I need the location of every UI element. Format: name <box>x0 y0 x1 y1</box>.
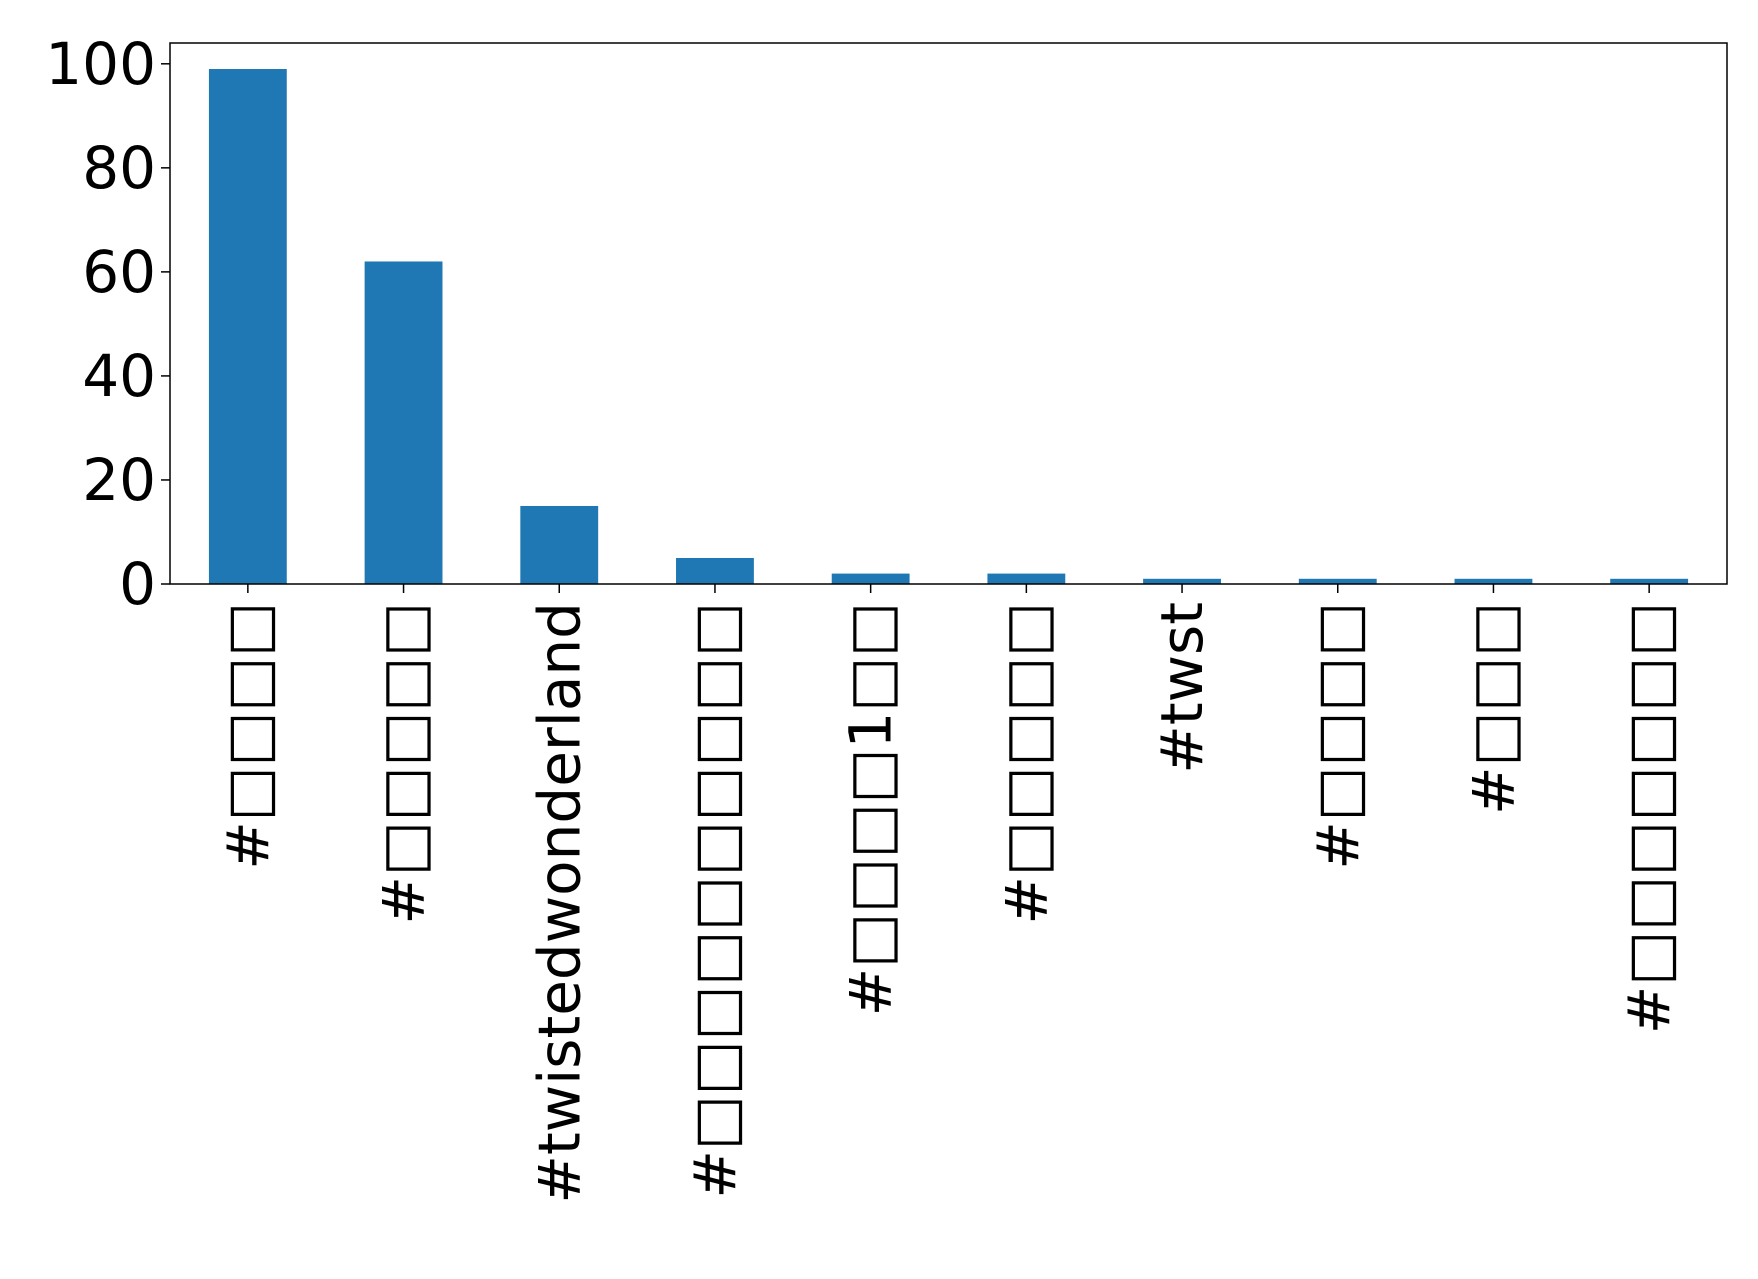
y-tick-label: 60 <box>82 238 156 306</box>
x-tick-label: #□□□□□□□ <box>1615 602 1683 1034</box>
bar-4 <box>676 557 754 584</box>
y-tick-label: 20 <box>82 446 156 514</box>
bar-3 <box>520 505 599 584</box>
x-tick-label: #twistedwonderland <box>525 602 593 1204</box>
bar-2 <box>364 261 443 584</box>
y-tick-label: 100 <box>45 30 156 98</box>
y-tick-label: 40 <box>82 342 156 410</box>
bar-10 <box>1610 578 1689 584</box>
x-tick-label: #□□□ <box>1459 602 1527 815</box>
y-tick-label: 0 <box>119 550 156 618</box>
x-tick-label: #□□□□□ <box>992 602 1060 925</box>
x-tick-label: #□□□□1□□ <box>837 602 905 1016</box>
x-axis: #□□□□ #□□□□□ #twistedwonderland #□□□□□□□□□□… <box>214 584 1683 1204</box>
bars-group <box>208 69 1689 584</box>
plot-frame <box>169 42 1728 585</box>
bar-8 <box>1298 578 1377 584</box>
x-tick-label: #□□□□□□□□□□ <box>681 602 749 1199</box>
bar-1 <box>208 69 287 584</box>
bar-5 <box>831 573 910 584</box>
x-tick-label: #□□□□□ <box>370 602 438 925</box>
x-tick-label: #□□□□ <box>214 602 282 870</box>
bar-6 <box>987 573 1066 584</box>
bar-9 <box>1454 578 1533 584</box>
y-tick-label: 80 <box>82 134 156 202</box>
bar-7 <box>1143 578 1221 584</box>
x-tick-label: #twst <box>1148 602 1216 774</box>
x-tick-label: #□□□□ <box>1304 602 1372 870</box>
y-axis: 0 20 40 60 80 100 <box>45 30 170 618</box>
